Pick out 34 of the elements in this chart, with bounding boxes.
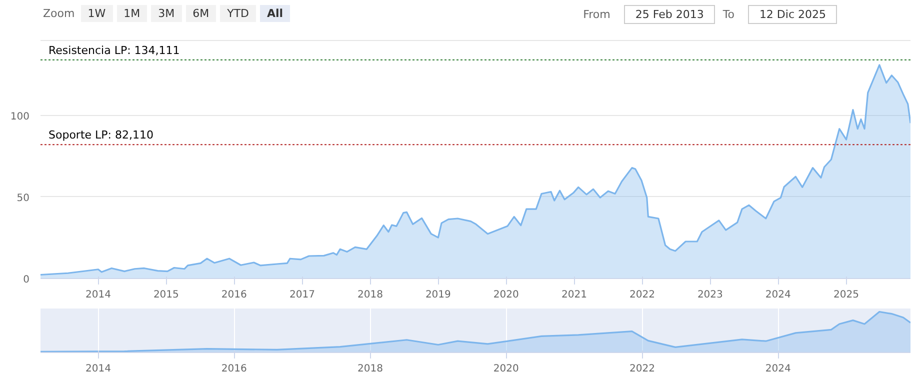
- x-tick-label: 2019: [425, 290, 451, 300]
- x-tick-label: 2016: [221, 364, 247, 374]
- x-tick-label: 2014: [85, 364, 111, 374]
- x-tick-label: 2015: [153, 290, 179, 300]
- text: Zoom: [43, 7, 75, 20]
- text: 3M: [151, 5, 182, 22]
- text: From: [583, 8, 610, 21]
- x-tick-label: 2024: [765, 364, 791, 374]
- text: 25 Feb 2013: [624, 5, 715, 24]
- x-tick-label: 2025: [834, 290, 859, 300]
- x-tick-label: 2014: [85, 290, 111, 300]
- text: 12 Dic 2025: [748, 5, 837, 24]
- x-tick-label: 2022: [629, 364, 655, 374]
- x-tick-label: 2018: [357, 364, 383, 374]
- x-tick-label: 2016: [221, 290, 247, 300]
- text: YTD: [220, 5, 256, 22]
- x-tick-label: 2018: [357, 290, 383, 300]
- x-tick-label: 2021: [562, 290, 587, 300]
- x-tick-label: 2020: [493, 290, 519, 300]
- text: To: [722, 8, 734, 21]
- ref-line-label: Soporte LP: 82,110: [48, 128, 154, 142]
- y-tick-label: 100: [10, 111, 30, 122]
- x-tick-label: 2022: [629, 290, 655, 300]
- y-tick-label: 50: [16, 192, 30, 204]
- text: All: [260, 5, 290, 22]
- x-tick-label: 2017: [290, 290, 315, 300]
- text: 6M: [186, 5, 216, 22]
- text: 1W: [80, 5, 113, 22]
- y-tick-label: 0: [23, 274, 30, 286]
- text: 1M: [116, 5, 148, 22]
- x-tick-label: 2024: [765, 290, 791, 300]
- ref-line-label: Resistencia LP: 134,111: [48, 44, 180, 57]
- x-tick-label: 2023: [697, 290, 723, 300]
- x-tick-label: 2020: [493, 364, 519, 374]
